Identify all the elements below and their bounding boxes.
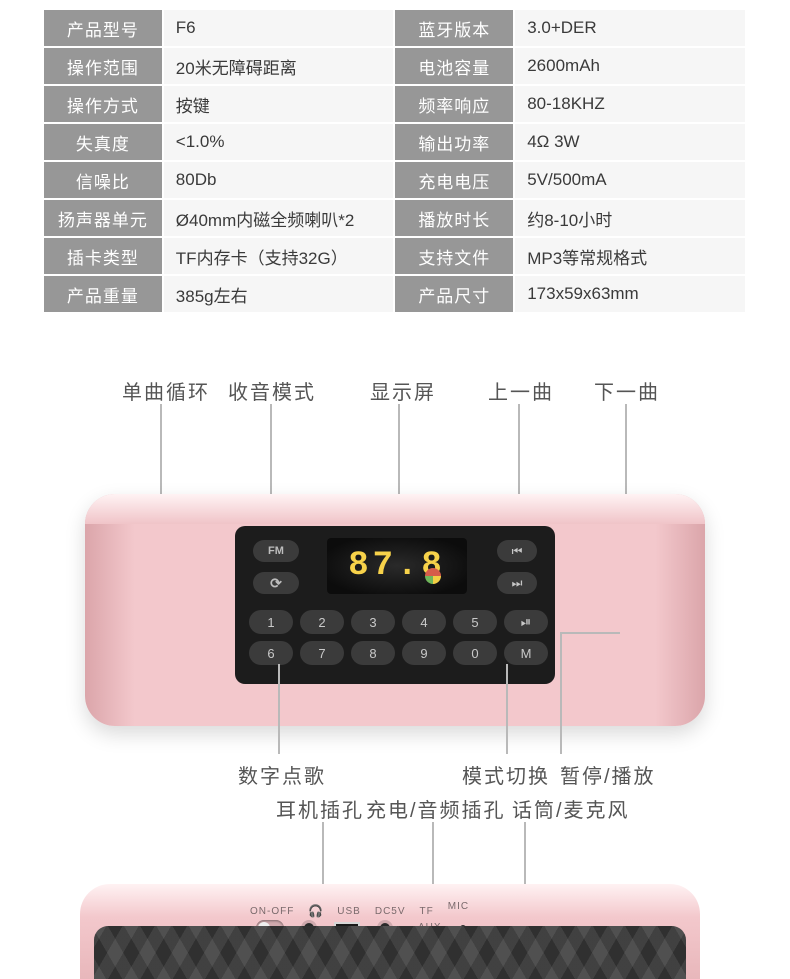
callout-mode-switch: 模式切换 — [462, 760, 550, 789]
label-usb: USB — [337, 906, 361, 917]
spec-value: TF内存卡（支持32G） — [163, 237, 395, 275]
spec-value: 3.0+DER — [514, 9, 746, 47]
callout-single-loop: 单曲循环 — [122, 376, 210, 405]
spec-label: 产品型号 — [43, 9, 163, 47]
spec-label: 插卡类型 — [43, 237, 163, 275]
lead — [560, 632, 620, 634]
lead — [278, 664, 280, 754]
play-pause-button[interactable]: ⏯ — [504, 610, 548, 634]
label-dc5v: DC5V — [375, 906, 406, 917]
callout-num-song: 数字点歌 — [238, 760, 326, 789]
spec-value: 按键 — [163, 85, 395, 123]
control-panel: FM ⟳ 87.8 ⏮ ⏭ 12345 ⏯ 67890M — [235, 526, 555, 684]
loop-button[interactable]: ⟳ — [253, 572, 299, 594]
num-key-9[interactable]: 9 — [402, 641, 446, 665]
spec-value: 173x59x63mm — [514, 275, 746, 313]
table-row: 产品重量385g左右产品尺寸173x59x63mm — [43, 275, 746, 313]
num-key-2[interactable]: 2 — [300, 610, 344, 634]
spec-value: 80Db — [163, 161, 395, 199]
speaker-body: FM ⟳ 87.8 ⏮ ⏭ 12345 ⏯ 67890M — [85, 494, 705, 726]
spec-label: 操作方式 — [43, 85, 163, 123]
callout-display: 显示屏 — [370, 376, 436, 405]
num-key-3[interactable]: 3 — [351, 610, 395, 634]
table-row: 信噪比80Db充电电压5V/500mA — [43, 161, 746, 199]
callout-next: 下一曲 — [594, 376, 660, 405]
label-mic: MIC — [448, 901, 469, 912]
table-row: 产品型号F6蓝牙版本3.0+DER — [43, 9, 746, 47]
label-onoff: ON-OFF — [250, 906, 294, 917]
next-button[interactable]: ⏭ — [497, 572, 537, 594]
spec-value: <1.0% — [163, 123, 395, 161]
numpad: 12345 ⏯ 67890M — [249, 610, 548, 665]
spec-value: Ø40mm内磁全频喇叭*2 — [163, 199, 395, 237]
spec-label: 支持文件 — [394, 237, 514, 275]
callout-charge-audio: 充电/音频插孔 — [366, 794, 506, 823]
lead — [560, 632, 562, 754]
spec-table: 产品型号F6蓝牙版本3.0+DER操作范围20米无障碍距离电池容量2600mAh… — [42, 8, 747, 314]
table-row: 插卡类型TF内存卡（支持32G）支持文件MP3等常规格式 — [43, 237, 746, 275]
spec-value: 2600mAh — [514, 47, 746, 85]
callout-prev: 上一曲 — [488, 376, 554, 405]
spec-value: 4Ω 3W — [514, 123, 746, 161]
table-row: 操作方式按键频率响应80-18KHZ — [43, 85, 746, 123]
spec-label: 输出功率 — [394, 123, 514, 161]
spec-value: 80-18KHZ — [514, 85, 746, 123]
table-row: 扬声器单元Ø40mm内磁全频喇叭*2播放时长约8-10小时 — [43, 199, 746, 237]
callout-pause-play: 暂停/播放 — [560, 760, 656, 789]
num-key-1[interactable]: 1 — [249, 610, 293, 634]
spec-label: 充电电压 — [394, 161, 514, 199]
mode-button[interactable]: M — [504, 641, 548, 665]
spec-label: 蓝牙版本 — [394, 9, 514, 47]
spec-value: 5V/500mA — [514, 161, 746, 199]
num-key-8[interactable]: 8 — [351, 641, 395, 665]
table-row: 失真度<1.0%输出功率4Ω 3W — [43, 123, 746, 161]
spec-label: 产品尺寸 — [394, 275, 514, 313]
num-key-0[interactable]: 0 — [453, 641, 497, 665]
lead — [506, 664, 508, 754]
speaker-grille — [94, 926, 686, 979]
table-row: 操作范围20米无障碍距离电池容量2600mAh — [43, 47, 746, 85]
prev-button[interactable]: ⏮ — [497, 540, 537, 562]
fm-button[interactable]: FM — [253, 540, 299, 562]
spec-label: 电池容量 — [394, 47, 514, 85]
spec-value: F6 — [163, 9, 395, 47]
spec-label: 频率响应 — [394, 85, 514, 123]
label-tf: TF — [420, 906, 434, 917]
callout-headphone: 耳机插孔 — [276, 794, 364, 823]
device-back: ON-OFF 🎧 USB DC5V TF MIC AUX — [80, 884, 700, 979]
callout-mic: 话筒/麦克风 — [512, 794, 630, 823]
spec-label: 信噪比 — [43, 161, 163, 199]
front-diagram: 单曲循环 收音模式 显示屏 上一曲 下一曲 FM ⟳ 87.8 ⏮ ⏭ 1234… — [0, 374, 790, 794]
spec-label: 扬声器单元 — [43, 199, 163, 237]
callout-radio-mode: 收音模式 — [228, 376, 316, 405]
num-key-4[interactable]: 4 — [402, 610, 446, 634]
spec-value: 约8-10小时 — [514, 199, 746, 237]
spec-label: 播放时长 — [394, 199, 514, 237]
spec-label: 失真度 — [43, 123, 163, 161]
spec-value: 385g左右 — [163, 275, 395, 313]
spec-label: 产品重量 — [43, 275, 163, 313]
signal-icon — [425, 568, 441, 584]
back-diagram: 耳机插孔 充电/音频插孔 话筒/麦克风 ON-OFF 🎧 USB DC5V TF… — [0, 794, 790, 979]
num-key-5[interactable]: 5 — [453, 610, 497, 634]
num-key-7[interactable]: 7 — [300, 641, 344, 665]
spec-label: 操作范围 — [43, 47, 163, 85]
spec-value: 20米无障碍距离 — [163, 47, 395, 85]
spec-value: MP3等常规格式 — [514, 237, 746, 275]
lcd-display: 87.8 — [327, 538, 467, 594]
num-key-6[interactable]: 6 — [249, 641, 293, 665]
